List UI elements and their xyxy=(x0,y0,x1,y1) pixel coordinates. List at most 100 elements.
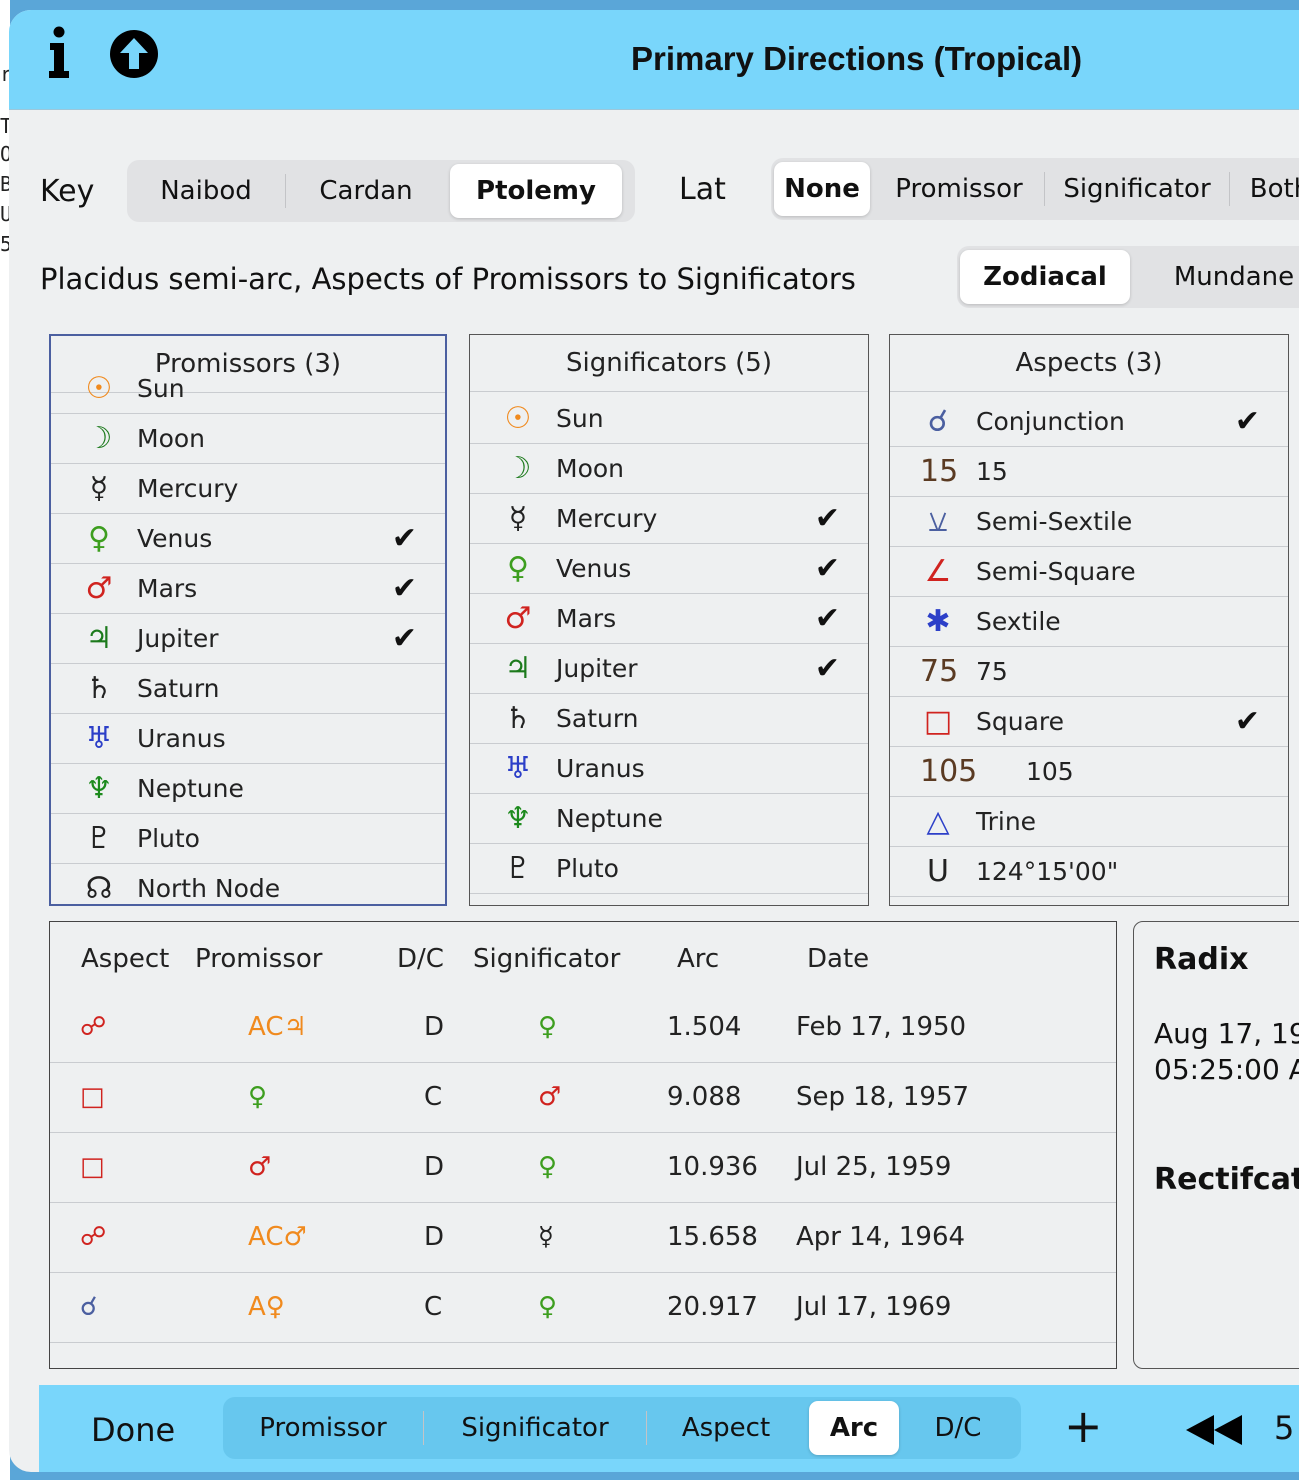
sort-option-arc[interactable]: Arc xyxy=(809,1401,899,1455)
symbol-124-15-00-icon: U xyxy=(927,853,949,889)
checkmark-icon: ✔ xyxy=(814,551,840,586)
key-option-cardan[interactable]: Cardan xyxy=(319,176,413,206)
promissors-item-label: Mercury xyxy=(137,474,239,503)
checkmark-icon: ✔ xyxy=(814,601,840,636)
key-option-ptolemy[interactable]: Ptolemy xyxy=(450,164,622,218)
rewind-icon[interactable] xyxy=(1184,1413,1244,1447)
promissors-item-jupiter[interactable]: ♃ Jupiter ✔ xyxy=(51,614,445,664)
cell-promissor: ♀ xyxy=(248,1082,268,1112)
aspects-item-semi-square[interactable]: ∠ Semi-Square xyxy=(890,547,1288,597)
significators-item-saturn[interactable]: ♄ Saturn xyxy=(470,694,868,744)
promissors-item-north-node[interactable]: ☊ North Node xyxy=(51,864,445,906)
symbol-semi-square-icon: ∠ xyxy=(924,553,952,589)
significators-item-jupiter[interactable]: ♃ Jupiter ✔ xyxy=(470,644,868,694)
sort-option-d-c[interactable]: D/C xyxy=(934,1413,982,1443)
cell-aspect: ☌ xyxy=(80,1292,98,1322)
aspects-item-square[interactable]: □ Square ✔ xyxy=(890,697,1288,747)
cell-arc: 15.658 xyxy=(667,1222,758,1252)
header-dc[interactable]: D/C xyxy=(397,944,444,974)
lat-option-both[interactable]: Both xyxy=(1249,174,1299,204)
cell-significator: ♂ xyxy=(538,1082,562,1112)
key-option-naibod[interactable]: Naibod xyxy=(160,176,252,206)
promissors-item-saturn[interactable]: ♄ Saturn xyxy=(51,664,445,714)
upload-arrow-icon[interactable] xyxy=(109,29,159,79)
aspects-item-75[interactable]: 75 75 xyxy=(890,647,1288,697)
cell-promissor: ♂ xyxy=(248,1152,272,1182)
aspects-item-105[interactable]: 105 105 xyxy=(890,747,1288,797)
promissors-list: ☉ Sun ☽ Moon ☿ Mercury ♀ Venus ✔ ♂ Mars ✔ ♃ Jupiter ✔ ♄… xyxy=(51,364,445,906)
aspects-item-label: 105 xyxy=(1026,757,1074,786)
radix-panel: Radix Aug 17, 19 05:25:00 A Rectifcati xyxy=(1133,921,1299,1369)
zm-option-mundane[interactable]: Mundane xyxy=(1173,262,1295,292)
sort-option-promissor[interactable]: Promissor xyxy=(259,1413,387,1443)
promissors-item-label: Mars xyxy=(137,574,198,603)
promissors-item-venus[interactable]: ♀ Venus ✔ xyxy=(51,514,445,564)
aspects-panel: Aspects (3) ☌ Conjunction ✔ 15 15 ⚺ Semi-Sextil… xyxy=(889,334,1289,906)
promissors-item-mercury[interactable]: ☿ Mercury xyxy=(51,464,445,514)
table-row[interactable] xyxy=(50,1342,1116,1368)
significators-item-neptune[interactable]: ♆ Neptune xyxy=(470,794,868,844)
lat-option-promissor[interactable]: Promissor xyxy=(895,174,1023,204)
aspects-list: ☌ Conjunction ✔ 15 15 ⚺ Semi-Sextile ∠ Semi-Squa… xyxy=(890,397,1288,897)
significators-item-pluto[interactable]: ♇ Pluto xyxy=(470,844,868,894)
cell-aspect: ☍ xyxy=(80,1222,107,1252)
significators-item-label: Uranus xyxy=(556,754,645,783)
promissors-item-moon[interactable]: ☽ Moon xyxy=(51,414,445,464)
aspects-item-conjunction[interactable]: ☌ Conjunction ✔ xyxy=(890,397,1288,447)
lat-option-none[interactable]: None xyxy=(774,162,870,216)
symbol-mercury-icon: ☿ xyxy=(508,500,528,536)
sort-option-aspect[interactable]: Aspect xyxy=(681,1413,771,1443)
header-arc[interactable]: Arc xyxy=(677,944,720,974)
symbol-north-node-icon: ☊ xyxy=(85,870,113,906)
aspects-item-124-15-00[interactable]: U 124°15'00" xyxy=(890,847,1288,897)
header-significator[interactable]: Significator xyxy=(473,944,621,974)
promissors-item-uranus[interactable]: ♅ Uranus xyxy=(51,714,445,764)
table-row[interactable]: □ ♂ D ♀ 10.936 Jul 25, 1959 xyxy=(50,1132,1116,1203)
cell-dc: C xyxy=(424,1082,443,1112)
promissors-item-label: Saturn xyxy=(137,674,220,703)
aspects-item-semi-sextile[interactable]: ⚺ Semi-Sextile xyxy=(890,497,1288,547)
promissors-item-sun[interactable]: ☉ Sun xyxy=(51,364,445,414)
aspects-item-sextile[interactable]: ✱ Sextile xyxy=(890,597,1288,647)
promissors-item-neptune[interactable]: ♆ Neptune xyxy=(51,764,445,814)
done-button[interactable]: Done xyxy=(91,1411,176,1449)
significators-item-venus[interactable]: ♀ Venus ✔ xyxy=(470,544,868,594)
table-row[interactable]: ☍ AC♂ D ☿ 15.658 Apr 14, 1964 xyxy=(50,1202,1116,1273)
significators-item-moon[interactable]: ☽ Moon xyxy=(470,444,868,494)
segment-separator xyxy=(285,174,286,208)
significators-item-label: Mercury xyxy=(556,504,658,533)
aspects-item-15[interactable]: 15 15 xyxy=(890,447,1288,497)
header-promissor[interactable]: Promissor xyxy=(195,944,323,974)
lat-option-significator[interactable]: Significator xyxy=(1063,174,1211,204)
significators-item-mars[interactable]: ♂ Mars ✔ xyxy=(470,594,868,644)
symbol-trine-icon: △ xyxy=(926,803,950,839)
header-aspect[interactable]: Aspect xyxy=(81,944,170,974)
header-date[interactable]: Date xyxy=(807,944,870,974)
symbol-sextile-icon: ✱ xyxy=(925,603,951,639)
cell-arc: 9.088 xyxy=(667,1082,742,1112)
table-row[interactable]: ☌ A♀ C ♀ 20.917 Jul 17, 1969 xyxy=(50,1272,1116,1343)
table-row[interactable]: □ ♀ C ♂ 9.088 Sep 18, 1957 xyxy=(50,1062,1116,1133)
add-button[interactable]: + xyxy=(1064,1399,1103,1453)
aspects-item-trine[interactable]: △ Trine xyxy=(890,797,1288,847)
sort-option-significator[interactable]: Significator xyxy=(461,1413,609,1443)
significators-item-mercury[interactable]: ☿ Mercury ✔ xyxy=(470,494,868,544)
rectification-heading: Rectifcati xyxy=(1154,1162,1299,1197)
cell-aspect: ☍ xyxy=(80,1012,107,1042)
significators-item-uranus[interactable]: ♅ Uranus xyxy=(470,744,868,794)
cell-arc: 20.917 xyxy=(667,1292,758,1322)
promissors-item-label: Venus xyxy=(137,524,213,553)
significators-item-sun[interactable]: ☉ Sun xyxy=(470,394,868,444)
zm-option-zodiacal[interactable]: Zodiacal xyxy=(960,250,1130,304)
symbol-uranus-icon: ♅ xyxy=(85,720,113,756)
aspects-item-label: 124°15'00" xyxy=(976,857,1119,886)
info-icon[interactable] xyxy=(45,26,73,80)
promissors-header: Promissors (3) xyxy=(51,336,445,393)
cell-significator: ♀ xyxy=(538,1152,558,1182)
promissors-item-pluto[interactable]: ♇ Pluto xyxy=(51,814,445,864)
symbol-jupiter-icon: ♃ xyxy=(85,620,113,656)
segment-separator xyxy=(1044,172,1045,206)
table-row[interactable]: ☍ AC♃ D ♀ 1.504 Feb 17, 1950 xyxy=(50,992,1116,1063)
promissors-item-mars[interactable]: ♂ Mars ✔ xyxy=(51,564,445,614)
symbol-15-icon: 15 xyxy=(920,453,959,489)
